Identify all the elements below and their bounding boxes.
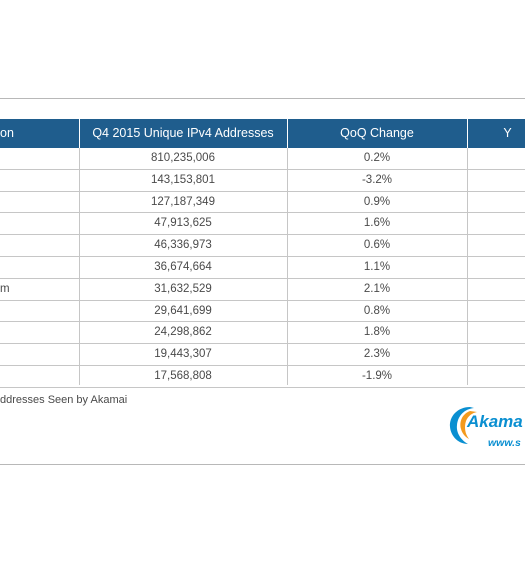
header-unique-ipv4: Q4 2015 Unique IPv4 Addresses: [92, 126, 274, 140]
qoq-change-cell: 2.3%: [363, 348, 391, 361]
country-cell: m: [0, 282, 10, 295]
unique-ipv4-cell: 36,674,664: [154, 260, 212, 273]
qoq-change-cell: 1.6%: [363, 217, 391, 230]
country-cell: [0, 322, 78, 343]
unique-ipv4-cell: 810,235,006: [151, 152, 215, 164]
qoq-change-cell: 0.8%: [363, 304, 391, 317]
header-country: on: [0, 126, 14, 140]
qoq-change-cell: 0.9%: [363, 195, 391, 208]
header-separator: [79, 119, 80, 148]
logo-url: www.s: [488, 437, 521, 449]
header-qoq-change: QoQ Change: [340, 126, 414, 140]
country-cell: [0, 170, 78, 191]
bottom-divider: [0, 464, 525, 465]
unique-ipv4-cell: 19,443,307: [154, 348, 212, 361]
qoq-change-cell: 2.1%: [363, 282, 391, 295]
column-divider: [467, 148, 468, 385]
country-cell: [0, 344, 78, 365]
country-cell: [0, 192, 78, 213]
akamai-logo: Akama www.s: [448, 402, 525, 452]
country-cell: [0, 257, 78, 278]
qoq-change-cell: -1.9%: [361, 369, 393, 382]
unique-ipv4-cell: 46,336,973: [154, 239, 212, 252]
country-cell: [0, 301, 78, 322]
column-divider: [79, 148, 80, 385]
column-divider: [287, 148, 288, 385]
table-row: m 31,632,529 2.1%: [0, 279, 525, 301]
table-row: 47,913,625 1.6%: [0, 213, 525, 236]
header-separator: [467, 119, 468, 148]
qoq-change-cell: -3.2%: [361, 173, 393, 186]
table-row: 19,443,307 2.3%: [0, 344, 525, 366]
country-cell: [0, 213, 78, 234]
unique-ipv4-cell: 143,153,801: [151, 173, 215, 186]
top-divider: [0, 98, 525, 99]
country-cell: [0, 148, 78, 169]
table-row: 127,187,349 0.9%: [0, 192, 525, 214]
table-row: 36,674,664 1.1%: [0, 257, 525, 279]
unique-ipv4-cell: 29,641,699: [154, 304, 212, 317]
table-row: 24,298,862 1.8%: [0, 322, 525, 345]
ipv4-table: on Q4 2015 Unique IPv4 Addresses QoQ Cha…: [0, 119, 525, 388]
qoq-change-cell: 1.8%: [363, 326, 391, 339]
country-cell: [0, 235, 78, 256]
qoq-change-cell: 0.2%: [363, 152, 391, 164]
akamai-swirl-icon: [449, 407, 477, 444]
table-body: 810,235,006 0.2% 143,153,801 -3.2% 127,187,3…: [0, 148, 525, 388]
table-row: 143,153,801 -3.2%: [0, 170, 525, 192]
unique-ipv4-cell: 24,298,862: [154, 326, 212, 339]
header-separator: [287, 119, 288, 148]
unique-ipv4-cell: 17,568,808: [154, 369, 212, 382]
unique-ipv4-cell: 127,187,349: [151, 195, 215, 208]
table-row: 810,235,006 0.2%: [0, 148, 525, 170]
qoq-change-cell: 0.6%: [363, 239, 391, 252]
table-header: on Q4 2015 Unique IPv4 Addresses QoQ Cha…: [0, 119, 525, 148]
qoq-change-cell: 1.1%: [363, 260, 391, 273]
country-cell: [0, 366, 78, 387]
table-row: 17,568,808 -1.9%: [0, 366, 525, 388]
table-row: 46,336,973 0.6%: [0, 235, 525, 257]
unique-ipv4-cell: 31,632,529: [154, 282, 212, 295]
unique-ipv4-cell: 47,913,625: [154, 217, 212, 230]
figure-caption: ddresses Seen by Akamai: [0, 394, 128, 406]
logo-wordmark: Akama: [467, 412, 523, 431]
header-yoy-change: Y: [503, 126, 512, 140]
table-row: 29,641,699 0.8%: [0, 301, 525, 323]
